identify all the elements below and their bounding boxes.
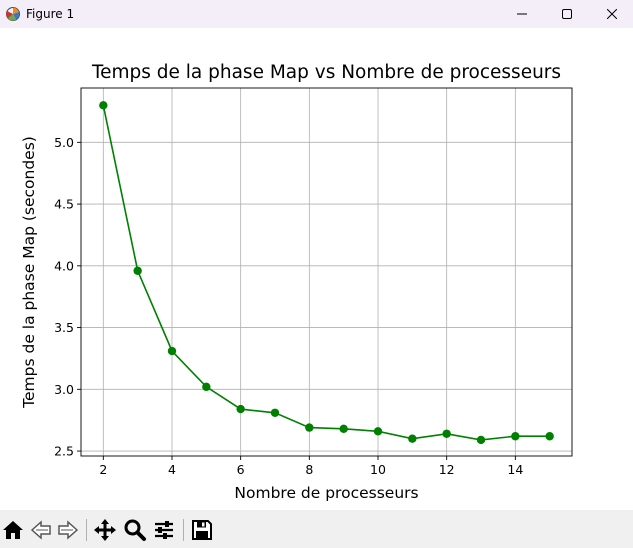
y-tick-label: 2.5 <box>54 444 74 459</box>
close-button[interactable] <box>589 0 633 28</box>
data-point <box>476 435 486 445</box>
x-tick-label: 6 <box>237 462 245 477</box>
data-point <box>305 423 314 432</box>
data-point <box>167 346 177 356</box>
data-point <box>236 404 245 414</box>
x-tick-label: 2 <box>99 462 107 477</box>
axes-frame <box>80 87 573 457</box>
matplotlib-logo-icon <box>5 6 21 22</box>
y-tick-label: 3.0 <box>54 382 74 397</box>
line-chart: 2 4 6 8 10 12 14 2.5 3.0 3.5 4.0 4.5 5.0 Temps de la … <box>20 62 573 502</box>
configure-subplots-icon <box>152 518 176 542</box>
data-point <box>511 432 520 441</box>
home-button[interactable] <box>1 518 25 542</box>
window-title: Figure 1 <box>26 7 75 21</box>
save-button[interactable] <box>190 518 214 542</box>
maximize-button[interactable] <box>544 0 590 28</box>
home-icon <box>2 519 24 541</box>
minimize-button[interactable] <box>499 0 545 28</box>
data-point <box>408 434 417 443</box>
data-point <box>202 382 211 392</box>
data-point <box>545 432 554 441</box>
data-point <box>270 408 280 417</box>
data-point <box>133 266 142 275</box>
maximize-icon <box>562 9 572 19</box>
y-tick-label: 3.5 <box>54 320 74 335</box>
x-tick-label: 8 <box>305 462 313 477</box>
data-point <box>99 101 108 110</box>
forward-arrow-icon <box>57 519 79 541</box>
configure-subplots-button[interactable] <box>152 518 176 542</box>
zoom-button[interactable] <box>123 518 147 542</box>
pan-move-icon <box>93 518 117 542</box>
close-icon <box>607 9 617 19</box>
toolbar-separator <box>86 519 87 541</box>
toolbar-separator <box>183 519 184 541</box>
figure-canvas[interactable]: 2 4 6 8 10 12 14 2.5 3.0 3.5 4.0 4.5 5.0 Temps de la … <box>0 28 633 510</box>
y-axis-label: Temps de la phase Map (secondes) <box>20 136 38 409</box>
save-floppy-icon <box>191 519 213 541</box>
x-axis-label: Nombre de processeurs <box>234 484 418 502</box>
x-tick-label: 4 <box>168 462 176 477</box>
x-tick-label: 12 <box>439 462 455 477</box>
back-button[interactable] <box>29 518 53 542</box>
y-tick-label: 4.0 <box>54 258 74 273</box>
chart-title: Temps de la phase Map vs Nombre de proce… <box>91 62 561 83</box>
x-tick-label: 10 <box>370 462 386 477</box>
data-point <box>442 429 451 438</box>
minimize-icon <box>517 9 527 19</box>
series-line <box>102 105 550 441</box>
zoom-magnifier-icon <box>123 518 147 542</box>
y-tick-label: 4.5 <box>54 197 74 212</box>
data-point <box>339 424 348 434</box>
navigation-toolbar <box>0 510 633 548</box>
title-bar: Figure 1 <box>0 0 633 28</box>
data-point <box>373 427 383 436</box>
pan-button[interactable] <box>93 518 117 542</box>
back-arrow-icon <box>30 519 52 541</box>
x-tick-label: 14 <box>507 462 523 477</box>
forward-button[interactable] <box>56 518 80 542</box>
y-tick-label: 5.0 <box>54 135 74 150</box>
